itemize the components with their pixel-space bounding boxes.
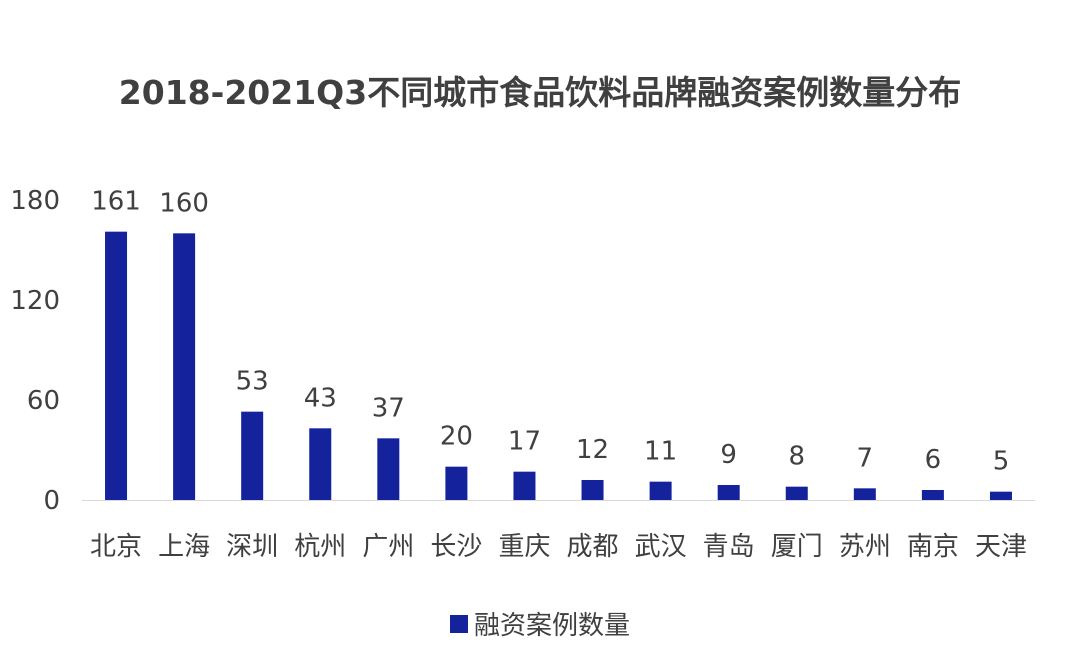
bar [105,231,128,500]
bar [513,471,536,500]
x-tick-label: 南京 [907,532,959,562]
data-label: 161 [91,187,141,217]
data-label: 53 [236,367,269,397]
bar [581,480,604,500]
x-tick-label: 重庆 [498,532,550,562]
bar [785,486,808,500]
data-label: 7 [857,443,874,473]
data-label: 20 [440,422,473,452]
bar [717,485,740,500]
legend-label: 融资案例数量 [473,611,630,641]
x-tick-label: 广州 [362,532,414,562]
bar [853,488,876,500]
x-tick-label: 深圳 [226,532,278,562]
bar [649,481,672,500]
x-tick-label: 上海 [158,532,210,562]
data-label: 160 [159,188,209,218]
chart-title: 2018-2021Q3不同城市食品饮料品牌融资案例数量分布 [118,73,962,112]
data-label: 37 [372,393,405,423]
x-tick-label: 厦门 [771,532,823,562]
bar [309,428,332,500]
data-label: 6 [925,445,942,475]
bar [173,233,196,501]
x-tick-label: 武汉 [635,532,687,562]
y-tick-label: 60 [27,386,60,416]
bar-chart: 0 60 120 180 161 北京 160 上海 53 深圳 43 杭州 37 广州 20 长沙 17 重庆 1… [10,186,1035,562]
data-label: 5 [993,447,1010,477]
x-tick-label: 青岛 [703,532,755,562]
data-label: 17 [508,427,541,457]
bar [241,411,264,500]
data-label: 9 [720,440,737,470]
legend: 融资案例数量 [0,605,1080,642]
y-tick-label: 120 [10,286,60,316]
data-label: 43 [304,383,337,413]
y-tick-label: 0 [43,486,60,516]
bar [989,491,1012,500]
y-tick-label: 180 [10,186,60,216]
x-tick-label: 天津 [975,532,1027,562]
x-tick-label: 长沙 [430,532,482,562]
x-tick-label: 苏州 [839,532,891,562]
x-tick-label: 杭州 [294,532,346,562]
bar [377,438,400,500]
x-tick-label: 成都 [567,532,619,562]
data-label: 12 [576,435,609,465]
bar [445,466,468,500]
x-tick-label: 北京 [90,532,142,562]
legend-swatch [449,614,468,633]
data-label: 11 [644,437,677,467]
bar [921,490,944,500]
data-label: 8 [788,442,805,472]
